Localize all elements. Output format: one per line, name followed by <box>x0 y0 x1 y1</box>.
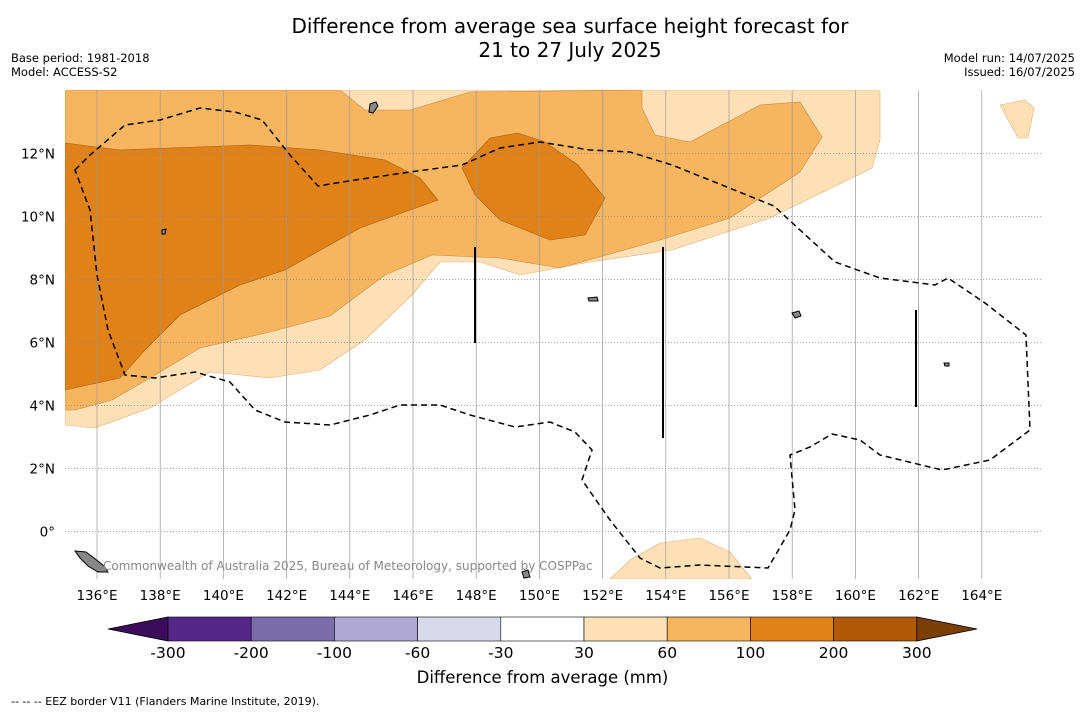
colorbar-tick-label: 200 <box>819 644 849 662</box>
colorbar-tick-label: -300 <box>150 644 185 662</box>
latitude-label: 10°N <box>21 210 55 226</box>
vertical-markers <box>474 247 917 438</box>
meta-right: Model run: 14/07/2025 Issued: 16/07/2025 <box>944 51 1075 79</box>
issued-text: Issued: 16/07/2025 <box>964 65 1075 79</box>
island <box>587 296 599 302</box>
anomaly-band-30-60-east <box>999 99 1035 139</box>
latitude-label: 6°N <box>30 336 55 352</box>
colorbar-extend-high <box>916 616 978 642</box>
latitude-label: 2°N <box>30 462 55 478</box>
island <box>161 228 167 235</box>
colorbar-tick-label: -200 <box>234 644 269 662</box>
longitude-label: 154°E <box>645 588 686 604</box>
colorbar: -300 -200 -100 -60 -30 30 60 100 200 300 <box>107 616 978 662</box>
colorbar-segment <box>500 616 585 642</box>
latitude-label: 8°N <box>30 273 55 289</box>
longitude-label: 142°E <box>266 588 307 604</box>
longitude-label: 146°E <box>392 588 433 604</box>
anomaly-band-30-60-south <box>609 537 753 579</box>
island <box>943 362 950 367</box>
meta-left: Base period: 1981-2018 Model: ACCESS-S2 <box>11 51 150 79</box>
latitude-label: 12°N <box>21 147 55 163</box>
title-line-1: Difference from average sea surface heig… <box>291 14 849 38</box>
title-line-2: 21 to 27 July 2025 <box>478 38 662 62</box>
colorbar-segment <box>666 616 751 642</box>
map-title: Difference from average sea surface heig… <box>0 14 1085 62</box>
island <box>73 550 109 573</box>
model-run-text: Model run: 14/07/2025 <box>943 51 1075 65</box>
colorbar-tick-label: -60 <box>405 644 430 662</box>
eez-legend-text: -- -- -- EEZ border V11 (Flanders Marine… <box>11 695 320 708</box>
longitude-label: 162°E <box>898 588 939 604</box>
colorbar-segment <box>250 616 335 642</box>
longitude-label: 148°E <box>456 588 497 604</box>
anomaly-fill-layer <box>65 90 1035 579</box>
longitude-label: 156°E <box>708 588 749 604</box>
anomaly-band-100-200-central <box>461 132 606 241</box>
latitude-label: 0° <box>40 525 55 541</box>
island <box>791 310 802 319</box>
longitude-label: 164°E <box>961 588 1002 604</box>
graticule <box>65 90 1042 579</box>
colorbar-tick-label: -30 <box>488 644 513 662</box>
colorbar-tick-label: 60 <box>657 644 677 662</box>
longitude-labels: 136°E 138°E 140°E 142°E 144°E 146°E 148°E 150°E… <box>76 588 1002 604</box>
colorbar-segment <box>417 616 502 642</box>
colorbar-extend-low <box>107 616 169 642</box>
base-period-text: Base period: 1981-2018 <box>11 51 150 65</box>
longitude-label: 140°E <box>203 588 244 604</box>
longitude-label: 150°E <box>519 588 560 604</box>
latitude-labels: 12°N 10°N 8°N 6°N 4°N 2°N 0° <box>21 147 55 541</box>
colorbar-segment <box>167 616 252 642</box>
longitude-label: 158°E <box>772 588 813 604</box>
colorbar-tick-label: -100 <box>317 644 352 662</box>
anomaly-band-100-200 <box>65 142 439 391</box>
colorbar-tick-label: 300 <box>902 644 932 662</box>
longitude-label: 152°E <box>582 588 623 604</box>
island <box>368 101 379 114</box>
longitude-label: 138°E <box>140 588 181 604</box>
colorbar-segment <box>583 616 668 642</box>
longitude-label: 144°E <box>329 588 370 604</box>
colorbar-title: Difference from average (mm) <box>416 668 669 687</box>
latitude-label: 4°N <box>30 399 55 415</box>
longitude-label: 160°E <box>835 588 876 604</box>
land-layer <box>73 101 950 579</box>
longitude-label: 136°E <box>76 588 117 604</box>
colorbar-segment <box>833 616 918 642</box>
colorbar-tick-label: 30 <box>574 644 594 662</box>
colorbar-segment <box>750 616 834 642</box>
model-text: Model: ACCESS-S2 <box>11 65 118 79</box>
colorbar-tick-label: 100 <box>736 644 766 662</box>
island <box>521 569 531 579</box>
credit-text: Commonwealth of Australia 2025, Bureau o… <box>103 559 593 573</box>
colorbar-segment <box>334 616 418 642</box>
